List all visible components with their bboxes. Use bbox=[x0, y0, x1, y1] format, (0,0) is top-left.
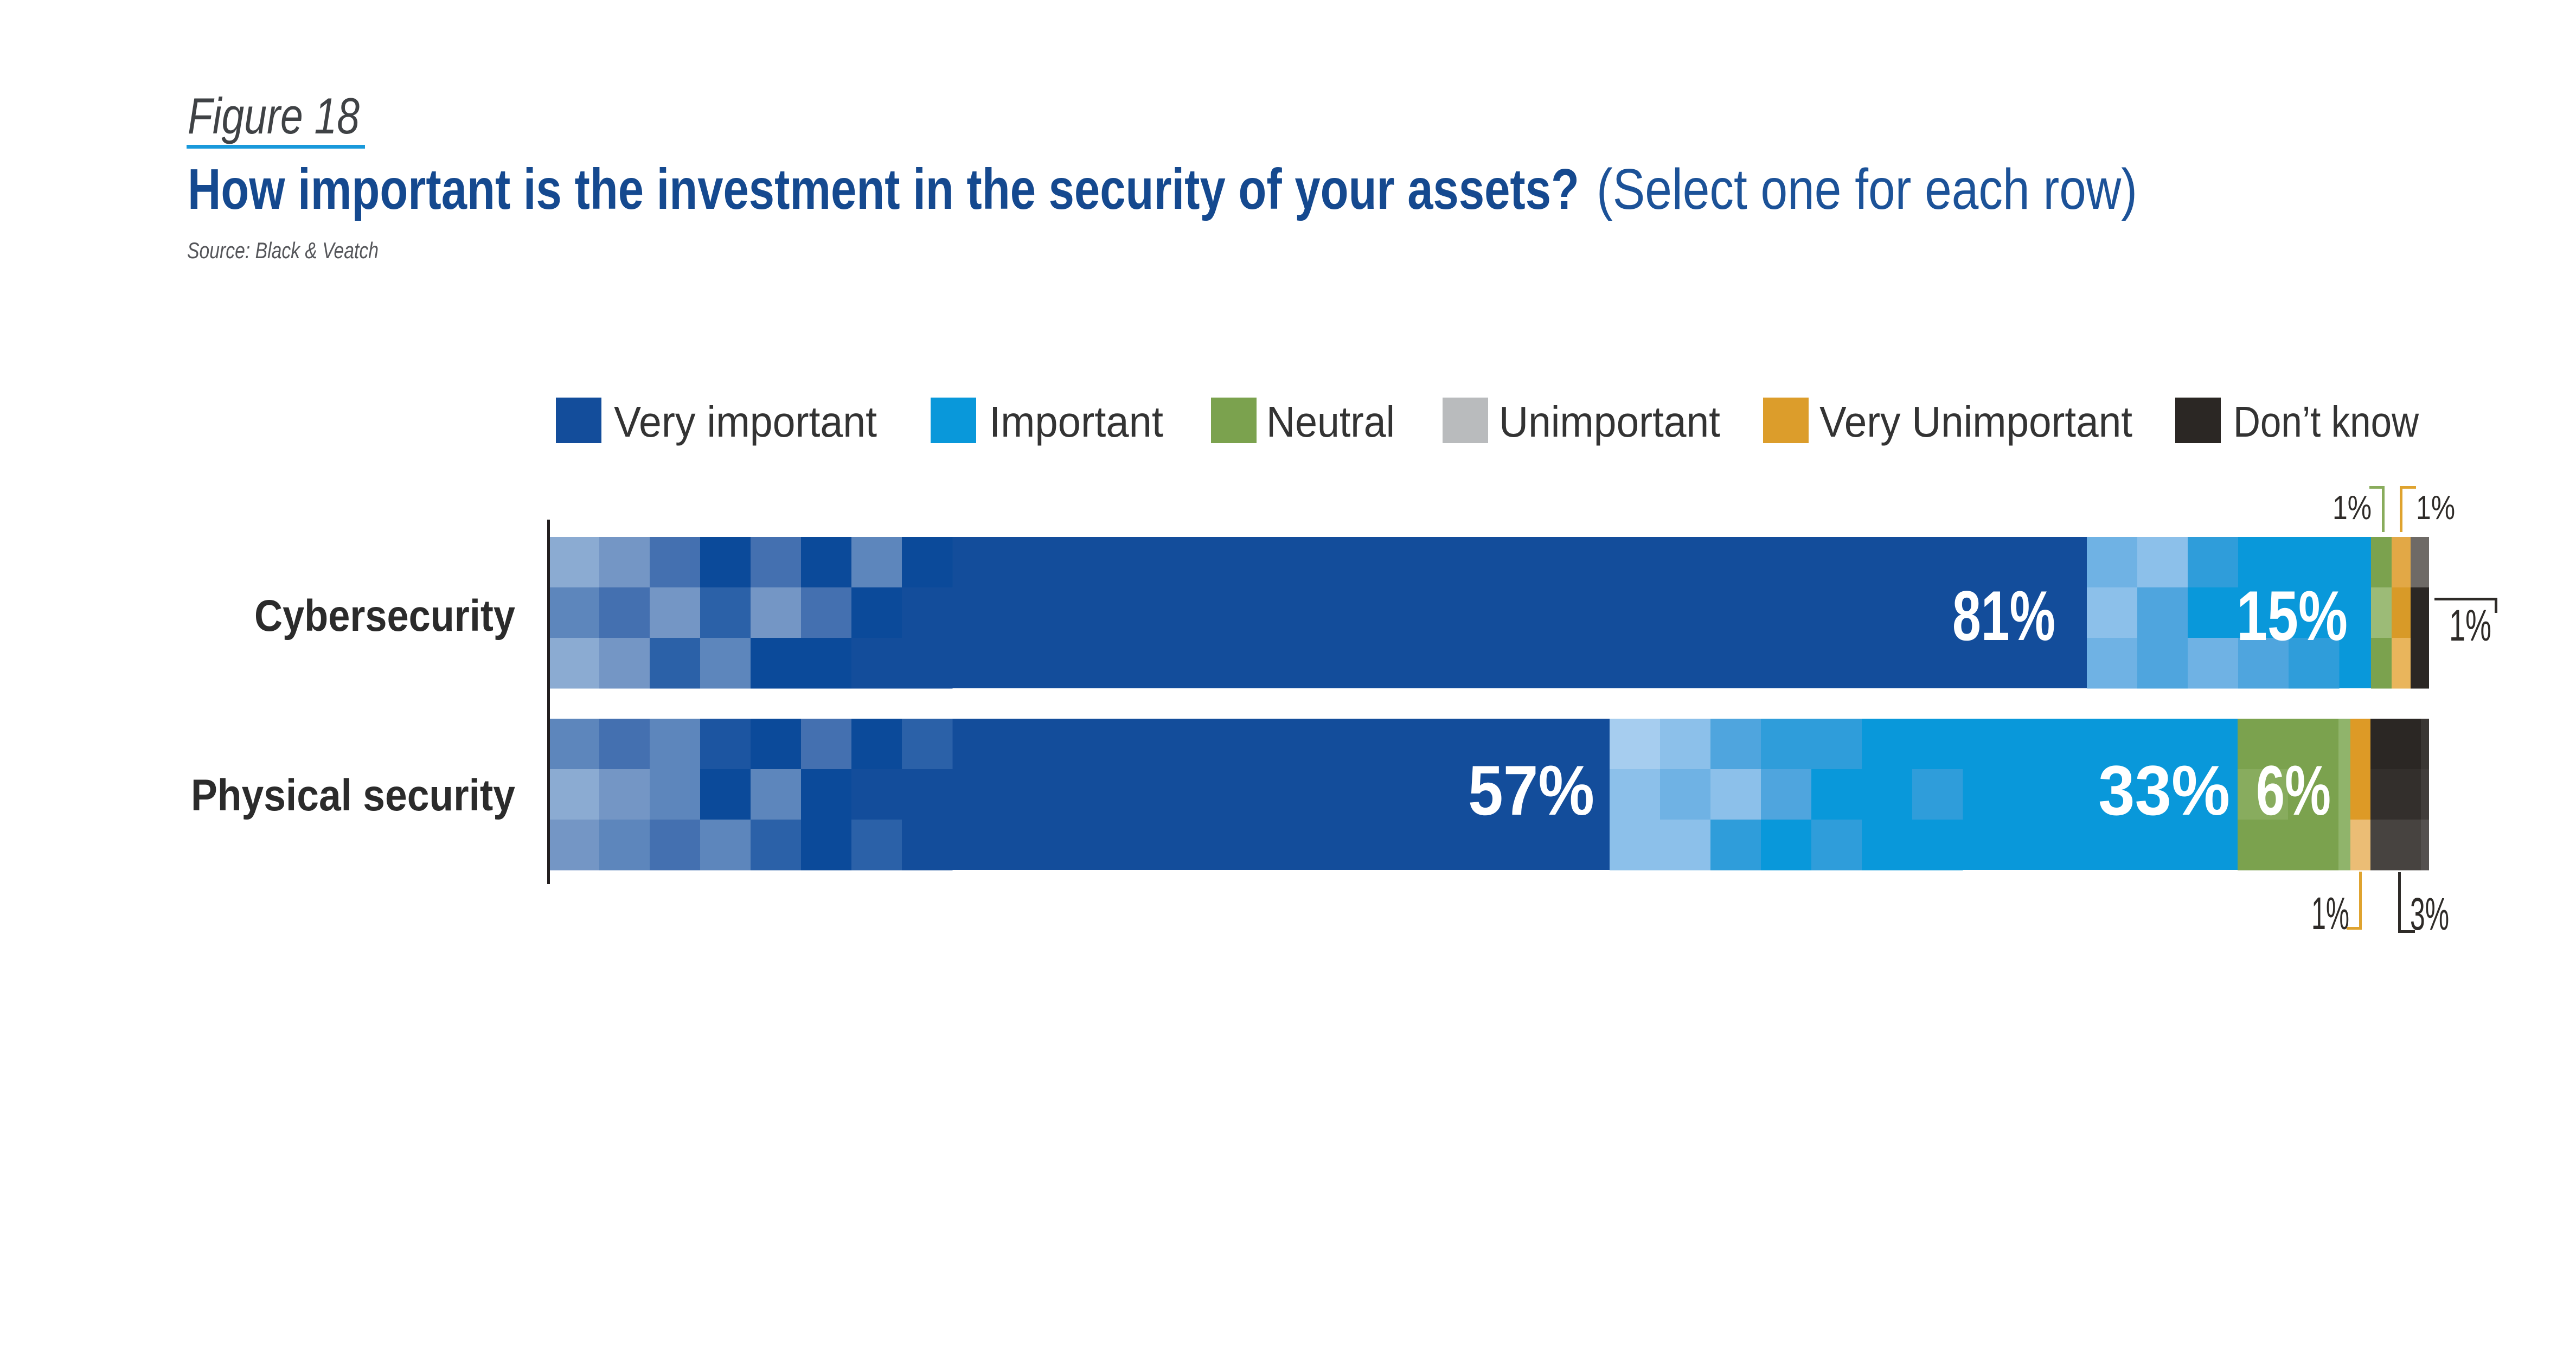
svg-text:6%: 6% bbox=[2256, 751, 2331, 830]
svg-text:57%: 57% bbox=[1468, 751, 1594, 830]
svg-text:15%: 15% bbox=[2237, 576, 2348, 655]
svg-text:33%: 33% bbox=[2098, 751, 2230, 830]
svg-text:Don’t know: Don’t know bbox=[2233, 398, 2419, 446]
svg-text:1%: 1% bbox=[2311, 888, 2349, 939]
svg-text:Neutral: Neutral bbox=[1266, 398, 1395, 446]
svg-text:81%: 81% bbox=[1952, 576, 2055, 655]
svg-text:Very Unimportant: Very Unimportant bbox=[1819, 398, 2132, 446]
svg-text:How important is the investmen: How important is the investment in the s… bbox=[188, 157, 1579, 221]
svg-text:Cybersecurity: Cybersecurity bbox=[254, 591, 515, 641]
svg-text:Very important: Very important bbox=[614, 398, 877, 446]
svg-text:1%: 1% bbox=[2333, 489, 2372, 527]
svg-text:Physical security: Physical security bbox=[191, 771, 515, 820]
svg-text:Unimportant: Unimportant bbox=[1499, 398, 1720, 446]
svg-text:Important: Important bbox=[989, 398, 1163, 446]
svg-text:(Select one for each row): (Select one for each row) bbox=[1597, 157, 2137, 221]
svg-text:1%: 1% bbox=[2449, 601, 2491, 650]
svg-text:1%: 1% bbox=[2416, 489, 2455, 527]
svg-text:3%: 3% bbox=[2410, 888, 2449, 939]
svg-text:Source: Black & Veatch: Source: Black & Veatch bbox=[187, 238, 379, 263]
svg-text:Figure 18: Figure 18 bbox=[188, 87, 360, 144]
